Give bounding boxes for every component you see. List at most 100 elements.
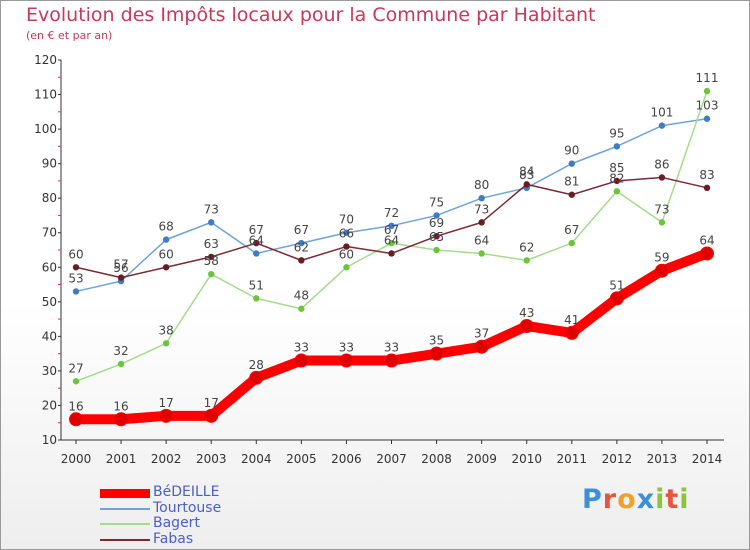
data-point-fabas (703, 184, 711, 192)
logo-letter: o (617, 484, 637, 515)
legend-swatch-fabas (100, 538, 150, 541)
data-point-bagert (298, 305, 305, 312)
chart-title: Evolution des Impôts locaux pour la Comm… (26, 4, 596, 26)
x-tick-label: 2009 (466, 452, 497, 466)
data-point-bagert (568, 239, 575, 247)
x-tick-label: 2005 (286, 452, 317, 466)
data-label: 33 (339, 341, 354, 355)
data-point-b-deille (654, 263, 669, 278)
data-point-b-deille (114, 412, 129, 427)
legend-swatch-b-deille (100, 488, 150, 498)
data-label: 68 (159, 220, 174, 234)
data-label: 67 (249, 223, 264, 237)
data-point-b-deille (249, 370, 264, 385)
data-point-tourtouse (388, 222, 395, 230)
data-point-fabas (253, 239, 260, 247)
data-label: 73 (654, 202, 669, 216)
data-label: 38 (159, 323, 174, 337)
data-point-tourtouse (568, 160, 575, 167)
proxiti-logo: Proxiti (582, 484, 690, 515)
data-label: 17 (159, 396, 174, 410)
data-point-bagert (703, 87, 711, 95)
legend-swatch-tourtouse (100, 507, 150, 510)
data-point-fabas (658, 174, 666, 181)
data-point-tourtouse (298, 239, 305, 247)
data-point-bagert (117, 360, 125, 368)
data-point-fabas (568, 191, 575, 198)
data-label: 16 (68, 399, 83, 413)
data-label: 95 (609, 126, 624, 140)
data-point-fabas (523, 181, 530, 188)
logo-letter: P (582, 484, 603, 515)
data-point-tourtouse (613, 143, 621, 150)
data-label: 62 (519, 240, 534, 254)
data-label: 82 (609, 171, 624, 185)
data-label: 90 (564, 144, 579, 158)
data-label: 63 (204, 237, 219, 251)
data-point-bagert (343, 264, 350, 271)
data-point-fabas (72, 264, 80, 271)
data-label: 43 (519, 306, 534, 320)
x-tick-label: 2001 (106, 452, 137, 466)
data-label: 111 (696, 71, 719, 85)
data-label: 58 (204, 254, 219, 268)
data-label: 17 (204, 396, 219, 410)
data-label: 33 (294, 341, 309, 355)
data-label: 65 (429, 230, 444, 244)
data-label: 41 (564, 313, 579, 327)
data-label: 37 (474, 327, 489, 341)
data-point-bagert (478, 250, 485, 257)
legend-label-b-deille: BéDEILLE (153, 484, 220, 500)
data-point-bagert (433, 246, 440, 254)
x-tick-label: 2004 (241, 452, 272, 466)
data-point-b-deille (159, 408, 174, 423)
data-label: 60 (339, 247, 354, 261)
data-point-fabas (478, 219, 485, 226)
data-label: 27 (68, 361, 83, 375)
data-label: 62 (294, 240, 309, 254)
data-label: 103 (696, 99, 719, 113)
data-point-tourtouse (162, 236, 170, 243)
legend-label-tourtouse: Tourtouse (153, 499, 222, 516)
y-tick-label: 100 (34, 122, 57, 136)
x-tick-label: 2008 (421, 452, 452, 466)
data-point-bagert (523, 257, 530, 264)
data-point-b-deille (609, 291, 624, 306)
data-point-tourtouse (208, 219, 215, 226)
data-label: 83 (519, 168, 534, 182)
logo-letter: r (602, 484, 618, 515)
data-point-bagert (388, 239, 395, 247)
data-point-b-deille (474, 339, 489, 354)
logo-letter: i (679, 484, 690, 515)
data-point-tourtouse (478, 194, 485, 202)
data-point-tourtouse (703, 115, 711, 122)
x-tick-label: 2003 (196, 452, 227, 466)
x-tick-label: 2014 (692, 452, 723, 466)
data-point-tourtouse (72, 288, 80, 295)
y-tick-label: 80 (42, 191, 57, 205)
data-label: 64 (249, 233, 264, 247)
legend-swatch-bagert (100, 523, 150, 525)
data-point-fabas (208, 253, 215, 261)
data-point-fabas (613, 177, 621, 185)
y-tick-label: 20 (42, 398, 57, 412)
data-label: 80 (474, 178, 489, 192)
y-tick-label: 50 (42, 295, 57, 309)
x-tick-label: 2006 (331, 452, 362, 466)
data-label: 28 (249, 358, 264, 372)
logo-letter: i (655, 484, 666, 515)
data-label: 81 (564, 175, 579, 189)
data-point-bagert (613, 188, 621, 195)
y-tick-label: 90 (42, 157, 57, 171)
data-label: 73 (204, 202, 219, 216)
data-label: 83 (699, 168, 714, 182)
data-label: 75 (429, 195, 444, 209)
data-label: 66 (339, 227, 354, 241)
data-label: 53 (68, 271, 83, 285)
data-point-bagert (72, 378, 80, 385)
data-point-fabas (343, 243, 350, 250)
data-label: 64 (474, 233, 489, 247)
data-label: 72 (384, 206, 399, 220)
data-point-b-deille (339, 353, 354, 368)
